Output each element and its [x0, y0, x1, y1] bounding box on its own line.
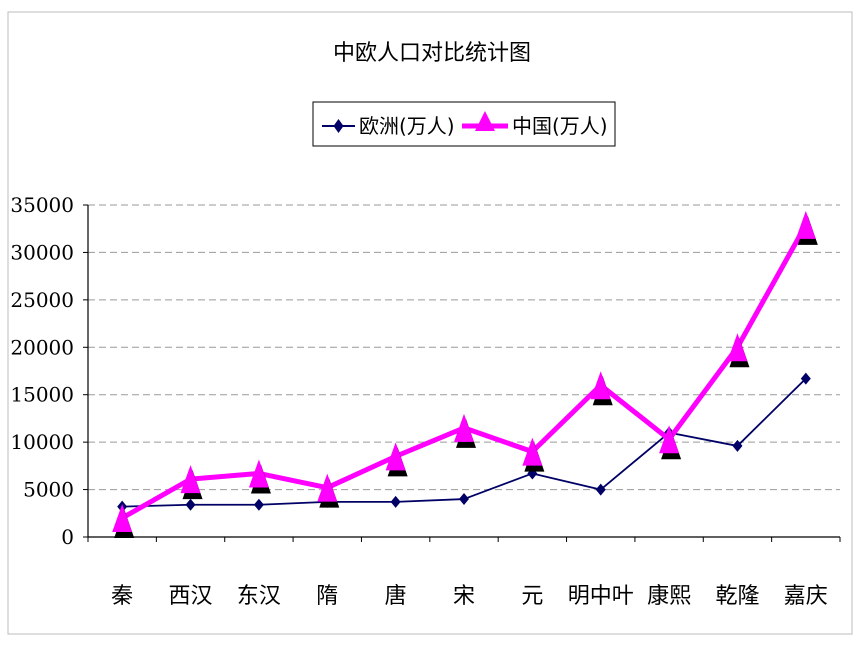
x-tick-label: 秦 — [111, 584, 133, 609]
data-point-europe — [732, 439, 743, 452]
legend: 欧洲(万人) 中国(万人) — [312, 101, 616, 147]
data-point-china — [727, 333, 748, 362]
data-point-europe — [390, 495, 401, 508]
x-tick-label: 东汉 — [237, 584, 281, 609]
x-tick-label: 乾隆 — [715, 584, 759, 609]
y-tick-label: 20000 — [10, 335, 74, 359]
legend-label-europe: 欧洲(万人) — [359, 114, 455, 138]
data-point-china — [522, 437, 543, 466]
data-point-china — [795, 210, 816, 239]
x-tick-label: 康熙 — [647, 584, 691, 609]
axes — [83, 204, 841, 542]
y-tick-label: 35000 — [10, 193, 74, 217]
y-tick-label: 30000 — [10, 240, 74, 264]
data-point-china — [454, 413, 474, 442]
data-point-china — [112, 504, 133, 533]
series-layer — [112, 210, 818, 539]
chart-title: 中欧人口对比统计图 — [333, 41, 531, 66]
data-point-china — [317, 473, 338, 502]
data-point-europe — [595, 483, 606, 496]
data-point-europe — [459, 493, 469, 506]
x-tick-label: 元 — [521, 584, 543, 609]
data-point-china — [248, 459, 269, 488]
y-tick-label: 0 — [61, 525, 74, 549]
data-point-europe — [185, 498, 196, 511]
x-tick-label: 隋 — [316, 584, 338, 609]
y-axis-ticks: 0 5000 10000 15000 20000 25000 30000 35000 — [10, 193, 74, 549]
x-tick-label: 嘉庆 — [784, 584, 828, 609]
legend-marker-europe — [333, 119, 344, 133]
data-point-china — [385, 442, 406, 471]
x-tick-label: 明中叶 — [568, 584, 634, 609]
y-tick-label: 25000 — [10, 288, 74, 312]
x-tick-label: 西汉 — [169, 584, 213, 609]
y-tick-label: 10000 — [10, 430, 74, 454]
x-tick-label: 唐 — [385, 584, 407, 609]
x-tick-label: 宋 — [453, 584, 475, 609]
y-tick-label: 5000 — [23, 478, 74, 502]
legend-label-china: 中国(万人) — [512, 114, 608, 138]
y-tick-label: 15000 — [10, 383, 74, 407]
data-point-europe — [253, 498, 264, 511]
legend-marker-china — [475, 111, 495, 131]
data-point-europe — [800, 372, 811, 385]
x-axis-ticks: 秦 西汉 东汉 隋 唐 宋 元明中叶 康熙 乾隆 嘉庆 — [111, 584, 828, 609]
data-point-china — [659, 425, 680, 454]
data-point-china — [590, 371, 611, 400]
data-point-china — [180, 465, 201, 494]
